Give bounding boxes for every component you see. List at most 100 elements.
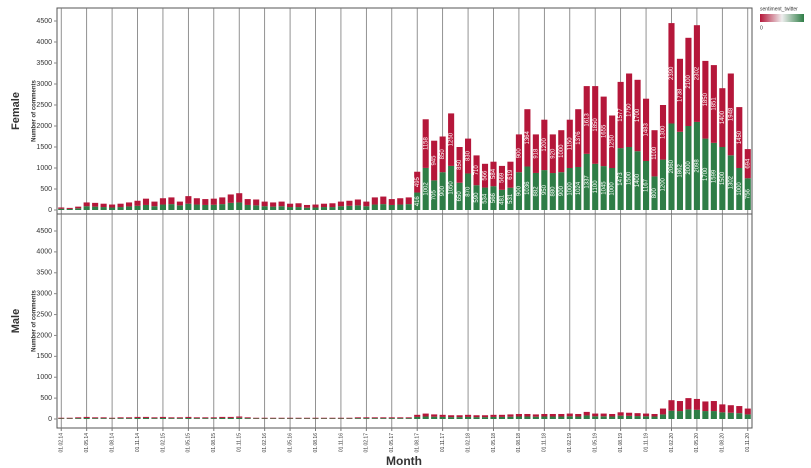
bar-segment: [473, 417, 480, 419]
bar-segment: [448, 165, 455, 210]
bar-segment: [651, 130, 658, 177]
data-label: 1700: [635, 108, 641, 122]
bar-segment: [456, 417, 463, 419]
bar-segment: [439, 136, 446, 173]
bar-segment: [193, 417, 200, 419]
bar-segment: [609, 416, 616, 419]
bar-segment: [193, 198, 200, 205]
bar-segment: [626, 73, 633, 147]
bar-segment: [244, 199, 251, 205]
bar-segment: [541, 119, 548, 171]
data-label: 590: [474, 192, 480, 203]
bar-segment: [719, 412, 726, 419]
data-label: 1613: [584, 113, 590, 127]
bar-segment: [490, 416, 497, 419]
y-tick-label: 3500: [36, 270, 52, 277]
bar-segment: [363, 206, 370, 210]
data-label: 1850: [703, 92, 709, 106]
data-label: 1045: [601, 181, 607, 195]
bar-segment: [388, 199, 395, 205]
bar-segment: [261, 418, 268, 419]
bar-segment: [312, 418, 319, 419]
bar-segment: [405, 197, 412, 205]
x-axis-label: Month: [386, 454, 422, 468]
bar-segment: [210, 204, 217, 210]
bar-segment: [507, 416, 514, 419]
bar-segment: [609, 115, 616, 168]
x-tick-label: 01.08.18: [516, 433, 522, 453]
data-label: 1655: [601, 124, 607, 138]
bar-segment: [117, 207, 124, 210]
data-label: 950: [542, 184, 548, 195]
y-tick-label: 3000: [36, 291, 52, 298]
bar-segment: [261, 201, 268, 207]
data-label: 1851: [711, 97, 717, 111]
bar-segment: [431, 140, 438, 181]
data-label: 1850: [593, 118, 599, 132]
bar-segment: [261, 417, 268, 419]
bar-segment: [168, 417, 175, 419]
data-label: 1250: [449, 132, 455, 146]
data-label: 1100: [652, 146, 658, 160]
bar-segment: [592, 416, 599, 419]
bar-segment: [278, 418, 285, 419]
bar-segment: [75, 206, 82, 209]
bar-segment: [609, 413, 616, 417]
bar-segment: [312, 207, 319, 210]
bar-segment: [515, 416, 522, 419]
data-label: 1000: [559, 144, 565, 158]
data-label: 1250: [610, 134, 616, 148]
bar-segment: [337, 418, 344, 419]
data-label: 1500: [720, 171, 726, 185]
data-label: 2100: [686, 75, 692, 89]
bar-segment: [465, 173, 472, 210]
data-label: 1738: [678, 88, 684, 102]
bar-segment: [575, 109, 582, 167]
bar-segment: [498, 165, 506, 190]
bar-segment: [337, 201, 344, 207]
bar-segment: [219, 417, 226, 419]
bar-segment: [431, 180, 438, 210]
bar-segment: [498, 189, 506, 210]
bar-segment: [583, 411, 590, 416]
bar-segment: [142, 204, 150, 210]
bar-segment: [337, 206, 344, 210]
bar-segment: [371, 197, 378, 205]
data-label: 2098: [694, 159, 700, 173]
bar-segment: [676, 411, 684, 419]
bar-segment: [676, 58, 684, 132]
bar-segment: [617, 81, 624, 149]
x-tick-label: 01.02.16: [262, 433, 268, 453]
data-label: 710: [474, 165, 480, 176]
x-tick-label: 01.05.19: [593, 433, 599, 453]
bar-segment: [685, 398, 692, 410]
bar-segment: [532, 172, 539, 210]
bar-segment: [558, 413, 565, 417]
bar-segment: [744, 178, 751, 210]
bar-segment: [600, 166, 607, 210]
bar-segment: [727, 412, 734, 419]
bar-segment: [83, 202, 90, 207]
bar-segment: [465, 138, 472, 174]
bar-segment: [651, 176, 658, 210]
bar-segment: [668, 400, 675, 411]
bar-segment: [176, 201, 183, 206]
bar-segment: [75, 418, 82, 419]
data-label: 1302: [728, 175, 734, 189]
bar-segment: [659, 414, 667, 419]
bar-segment: [397, 204, 404, 210]
bar-segment: [253, 199, 260, 206]
data-label: 1862: [678, 164, 684, 178]
bar-segment: [422, 119, 429, 168]
bar-segment: [685, 37, 692, 126]
bar-segment: [92, 417, 99, 419]
data-label: 800: [652, 188, 658, 199]
bar-segment: [371, 417, 378, 419]
bar-segment: [719, 147, 726, 210]
data-label: 1948: [728, 107, 734, 121]
bar-segment: [405, 418, 412, 419]
bar-segment: [117, 417, 124, 419]
data-label: 650: [457, 191, 463, 202]
bar-segment: [456, 415, 463, 418]
